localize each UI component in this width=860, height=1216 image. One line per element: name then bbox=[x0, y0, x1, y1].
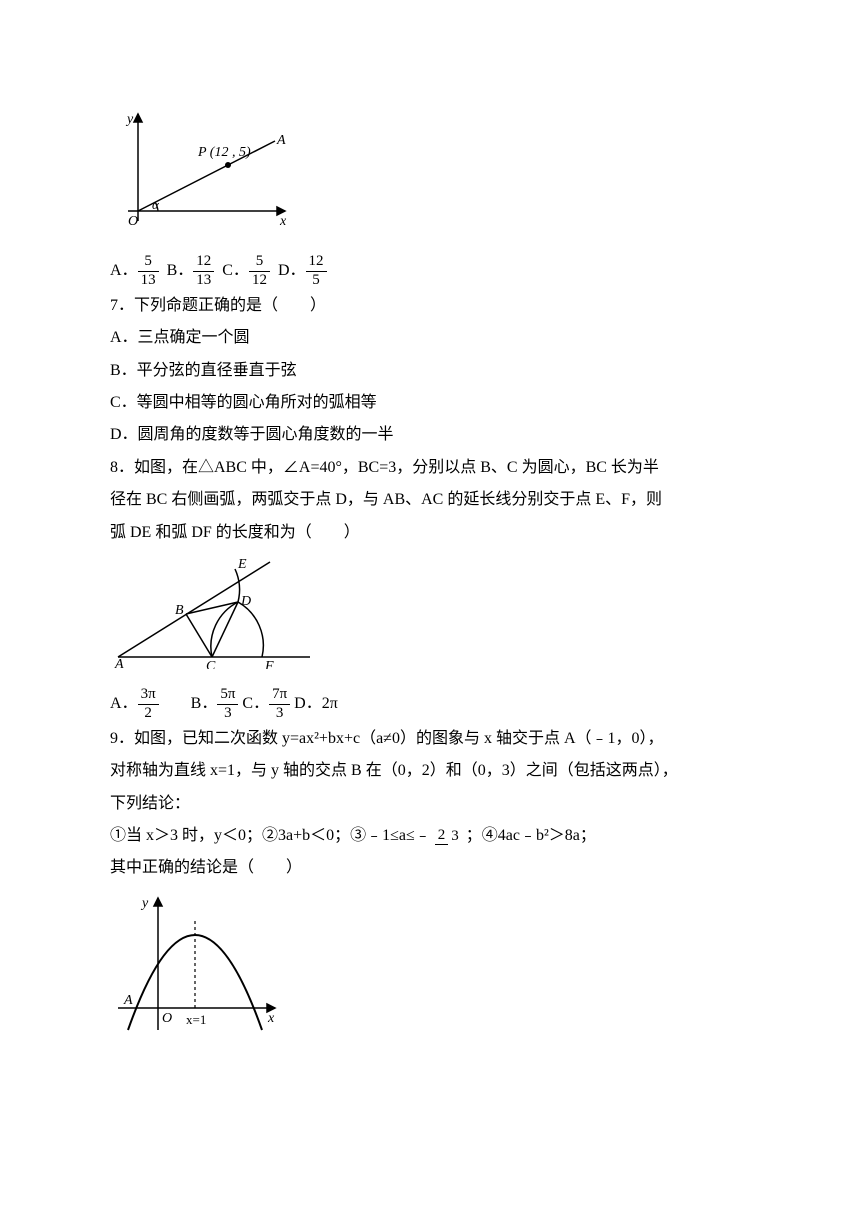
q7-stem: 7．下列命题正确的是（ ） bbox=[110, 291, 750, 321]
q8-opt-b: B．5π3 bbox=[183, 686, 239, 722]
q6-options-line: A．513 B．1213 C．512 D．125 bbox=[110, 253, 750, 289]
q8-stem-1: 8．如图，在△ABC 中，∠A=40°，BC=3，分别以点 B、C 为圆心，BC… bbox=[110, 453, 750, 483]
q9-stem-2: 对称轴为直线 x=1，与 y 轴的交点 B 在（0，2）和（0，3）之间（包括这… bbox=[110, 756, 750, 786]
fig3-svg: y x O A x=1 bbox=[110, 890, 285, 1045]
fig3-o: O bbox=[162, 1011, 172, 1026]
fig3-x: x bbox=[267, 1011, 275, 1026]
fig3-y: y bbox=[140, 896, 149, 911]
fig1-angle: α bbox=[152, 197, 160, 212]
q9-stem-1: 9．如图，已知二次函数 y=ax²+bx+c（a≠0）的图象与 x 轴交于点 A… bbox=[110, 724, 750, 754]
fig1-origin: O bbox=[128, 214, 138, 229]
fig2-d: D bbox=[240, 594, 251, 609]
fig2-b: B bbox=[175, 603, 184, 618]
fig2-e: E bbox=[237, 557, 247, 572]
fig1-y-label: y bbox=[125, 112, 134, 127]
figure-parabola: y x O A x=1 bbox=[110, 890, 750, 1056]
q9-stem-3: 下列结论： bbox=[110, 789, 750, 819]
q8-opt-a: A．3π2 bbox=[110, 686, 159, 722]
q7-opt-b: B．平分弦的直径垂直于弦 bbox=[110, 356, 750, 386]
q8-stem-2: 径在 BC 右侧画弧，两弧交于点 D，与 AB、AC 的延长线分别交于点 E、F… bbox=[110, 485, 750, 515]
fig3-axis-note: x=1 bbox=[186, 1012, 206, 1027]
fig2-f: F bbox=[264, 659, 274, 669]
figure-point-on-ray: y x O P (12 , 5) A α bbox=[110, 106, 750, 247]
q6-opt-b: B．1213 bbox=[163, 253, 215, 289]
q9-stem-5: 其中正确的结论是（ ） bbox=[110, 853, 750, 883]
fig1-svg: y x O P (12 , 5) A α bbox=[110, 106, 300, 236]
q9-frac: 23 bbox=[435, 827, 462, 845]
q8-options-line: A．3π2 B．5π3 C．7π3 D．2π bbox=[110, 686, 750, 722]
q9-conclusions: ①当 x＞3 时，y＜0；②3a+b＜0；③﹣1≤a≤﹣ 23 ；④4ac﹣b²… bbox=[110, 821, 750, 851]
q6-opt-a: A．513 bbox=[110, 253, 159, 289]
q7-opt-a: A．三点确定一个圆 bbox=[110, 323, 750, 353]
fig2-a: A bbox=[114, 657, 124, 669]
q8-opt-d: D．2π bbox=[294, 689, 338, 719]
q6-opt-d: D．125 bbox=[274, 253, 327, 289]
q6-opt-c: C．512 bbox=[218, 253, 270, 289]
fig2-c: C bbox=[206, 659, 216, 669]
q8-opt-c: C．7π3 bbox=[242, 686, 290, 722]
figure-arcs-triangle: A B C D E F bbox=[110, 554, 750, 680]
q7-opt-d: D．圆周角的度数等于圆心角度数的一半 bbox=[110, 420, 750, 450]
fig1-x-label: x bbox=[279, 214, 287, 229]
fig3-a: A bbox=[123, 993, 133, 1008]
fig2-svg: A B C D E F bbox=[110, 554, 320, 669]
fig1-ray-end: A bbox=[276, 133, 286, 148]
q8-stem-3: 弧 DE 和弧 DF 的长度和为（ ） bbox=[110, 518, 750, 548]
fig1-point-label: P (12 , 5) bbox=[197, 145, 251, 160]
q7-opt-c: C．等圆中相等的圆心角所对的弧相等 bbox=[110, 388, 750, 418]
